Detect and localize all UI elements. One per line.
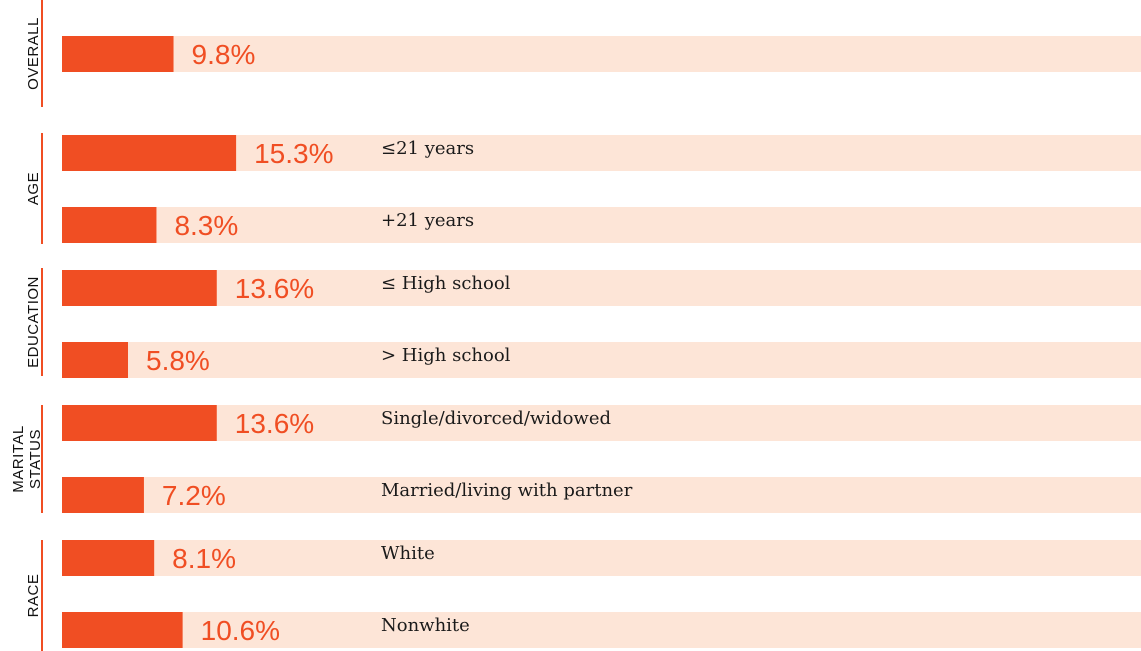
- value-label: 15.3%: [254, 138, 333, 169]
- value-label: 7.2%: [162, 480, 226, 511]
- bar-track: [62, 405, 1141, 441]
- group-label: MARITALSTATUS: [10, 425, 44, 492]
- bar: [62, 207, 157, 243]
- value-label: 5.8%: [146, 345, 210, 376]
- value-label: 9.8%: [192, 39, 256, 70]
- value-label: 8.1%: [172, 543, 236, 574]
- bar-track: [62, 612, 1141, 648]
- category-label: > High school: [381, 345, 511, 366]
- bar-row: 5.8% > High school: [62, 342, 1141, 378]
- value-label: 13.6%: [235, 408, 314, 439]
- category-label: ≤21 years: [381, 138, 474, 159]
- group-4: RACE 8.1% White 10.6% Nonwhite: [25, 540, 1141, 651]
- group-0: OVERALL 9.8%: [25, 0, 1141, 107]
- value-label: 8.3%: [174, 210, 238, 241]
- bar-row: 13.6% Single/divorced/widowed: [62, 405, 1141, 441]
- bar: [62, 405, 217, 441]
- category-label: White: [381, 543, 435, 564]
- bar: [62, 270, 217, 306]
- group-label: RACE: [25, 574, 42, 618]
- group-label-line: STATUS: [27, 429, 44, 489]
- group-1: AGE 15.3% ≤21 years 8.3% +21 years: [25, 133, 1141, 244]
- bar-track: [62, 477, 1141, 513]
- bar-row: 13.6% ≤ High school: [62, 270, 1141, 306]
- bar-row: 8.3% +21 years: [62, 207, 1141, 243]
- bar-row: 9.8%: [62, 36, 1141, 72]
- group-3: MARITALSTATUS 13.6% Single/divorced/widowe…: [10, 405, 1141, 513]
- bar: [62, 477, 144, 513]
- bar-track: [62, 36, 1141, 72]
- bar-track: [62, 270, 1141, 306]
- bar-track: [62, 135, 1141, 171]
- category-label: ≤ High school: [381, 273, 511, 294]
- value-label: 10.6%: [201, 615, 280, 646]
- bar-row: 15.3% ≤21 years: [62, 135, 1141, 171]
- category-label: Single/divorced/widowed: [381, 408, 611, 429]
- group-label: EDUCATION: [25, 276, 42, 368]
- bar-track: [62, 207, 1141, 243]
- group-2: EDUCATION 13.6% ≤ High school 5.8% > High sc…: [25, 268, 1141, 378]
- bar: [62, 612, 183, 648]
- bar-track: [62, 540, 1141, 576]
- bar-row: 8.1% White: [62, 540, 1141, 576]
- bar-row: 10.6% Nonwhite: [62, 612, 1141, 648]
- bar: [62, 342, 129, 378]
- bar: [62, 36, 174, 72]
- value-label: 13.6%: [235, 273, 314, 304]
- category-label: Married/living with partner: [381, 480, 633, 501]
- group-label-line: MARITAL: [10, 425, 27, 492]
- category-label: +21 years: [381, 210, 474, 231]
- bar-row: 7.2% Married/living with partner: [62, 477, 1141, 513]
- bar-track: [62, 342, 1141, 378]
- group-label: OVERALL: [25, 17, 42, 90]
- group-label: AGE: [25, 172, 42, 205]
- bar: [62, 540, 155, 576]
- bar: [62, 135, 237, 171]
- category-label: Nonwhite: [381, 615, 470, 636]
